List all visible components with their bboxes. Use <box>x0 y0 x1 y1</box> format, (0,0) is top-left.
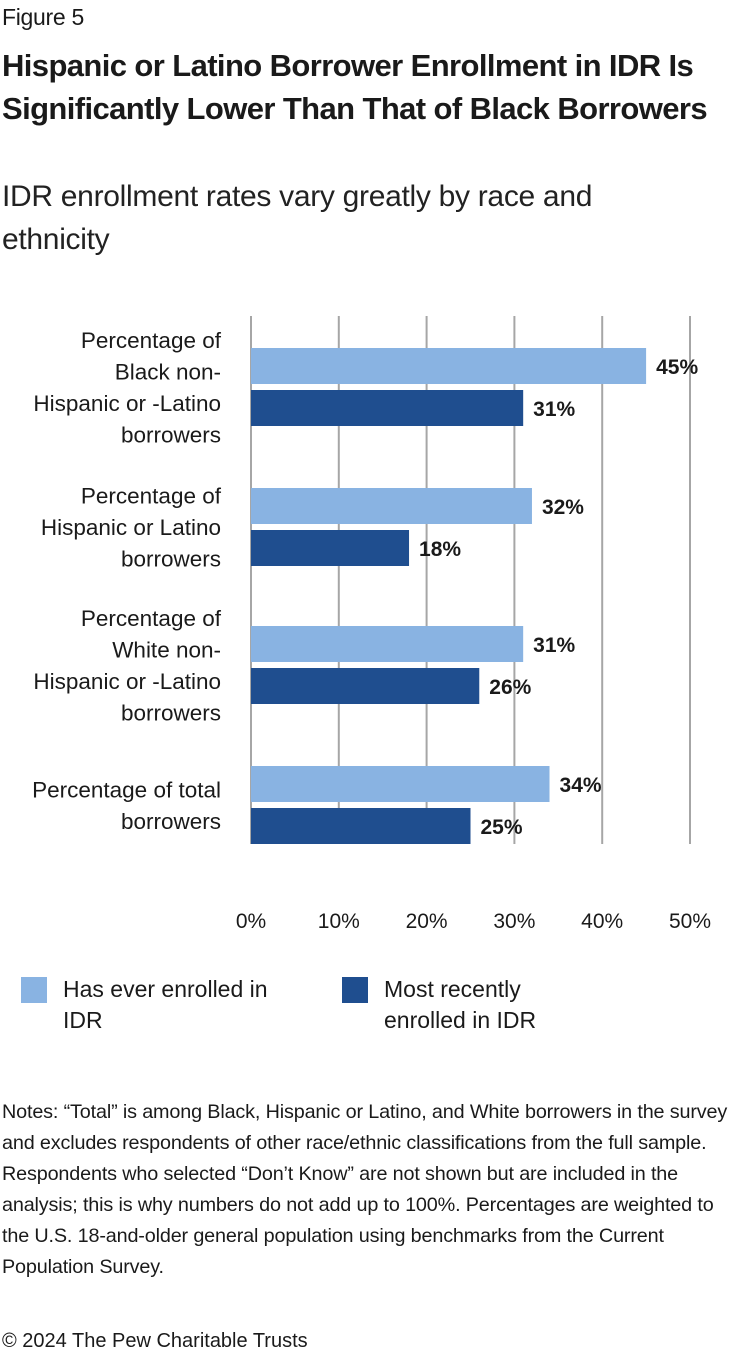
category-label: Percentage of <box>81 328 222 353</box>
x-tick-label: 30% <box>493 910 535 933</box>
chart-title: Hispanic or Latino Borrower Enrollment i… <box>2 48 708 126</box>
data-label: 45% <box>656 356 698 379</box>
category-label: Percentage of <box>81 606 222 631</box>
x-tick-label: 20% <box>406 910 448 933</box>
legend-label-line: Most recently <box>384 976 521 1002</box>
legend-swatch-recently-enrolled <box>342 977 368 1003</box>
bar <box>251 390 524 426</box>
bar <box>251 626 524 662</box>
category-label: Hispanic or -Latino <box>33 391 221 416</box>
value-labels: 45%31%32%18%31%26%34%25% <box>419 356 698 839</box>
x-tick-label: 40% <box>581 910 623 933</box>
category-label: White non- <box>112 637 221 662</box>
bar-chart: Percentage of Black non- Hispanic or -Lati… <box>32 316 711 933</box>
bar <box>251 668 480 704</box>
legend-label-ever-enrolled: Has ever enrolled in IDR <box>63 974 268 1036</box>
category-label: Percentage of <box>81 484 222 509</box>
chart-notes: Notes: “Total” is among Black, Hispanic … <box>2 1101 728 1278</box>
legend-label-line: Has ever enrolled in <box>63 976 268 1002</box>
data-label: 25% <box>481 816 523 839</box>
bar <box>251 766 550 802</box>
x-tick-label: 10% <box>318 910 360 933</box>
data-label: 31% <box>533 398 575 421</box>
bar <box>251 808 471 844</box>
data-label: 32% <box>542 496 584 519</box>
data-label: 34% <box>560 774 602 797</box>
data-label: 18% <box>419 538 461 561</box>
category-label: borrowers <box>121 422 221 447</box>
category-label: Black non- <box>115 359 221 384</box>
legend-swatch-ever-enrolled <box>21 977 47 1003</box>
category-label: Hispanic or Latino <box>41 515 221 540</box>
category-label: Percentage of total <box>32 777 221 802</box>
legend-item-recently-enrolled: Most recently enrolled in IDR <box>342 974 602 1036</box>
bar <box>251 488 532 524</box>
x-tick-label: 0% <box>236 910 266 933</box>
bar <box>251 348 647 384</box>
category-label: borrowers <box>121 809 221 834</box>
figure-label: Figure 5 <box>2 4 84 30</box>
legend-label-recently-enrolled: Most recently enrolled in IDR <box>384 974 536 1036</box>
category-labels: Percentage of Black non- Hispanic or -Lati… <box>32 328 222 834</box>
data-label: 26% <box>489 676 531 699</box>
category-label: Hispanic or -Latino <box>33 669 221 694</box>
x-axis-tick-labels: 0% 10% 20% 30% 40% 50% <box>236 910 711 933</box>
legend-label-line: enrolled in IDR <box>384 1007 537 1033</box>
legend-label-line: IDR <box>63 1007 103 1033</box>
category-label: borrowers <box>121 700 221 725</box>
x-tick-label: 50% <box>669 910 711 933</box>
legend-item-ever-enrolled: Has ever enrolled in IDR <box>21 974 321 1036</box>
chart-subtitle: IDR enrollment rates vary greatly by rac… <box>2 180 593 256</box>
bar <box>251 530 410 566</box>
data-label: 31% <box>533 634 575 657</box>
copyright: © 2024 The Pew Charitable Trusts <box>2 1330 308 1352</box>
bars <box>251 348 647 844</box>
category-label: borrowers <box>121 547 221 572</box>
